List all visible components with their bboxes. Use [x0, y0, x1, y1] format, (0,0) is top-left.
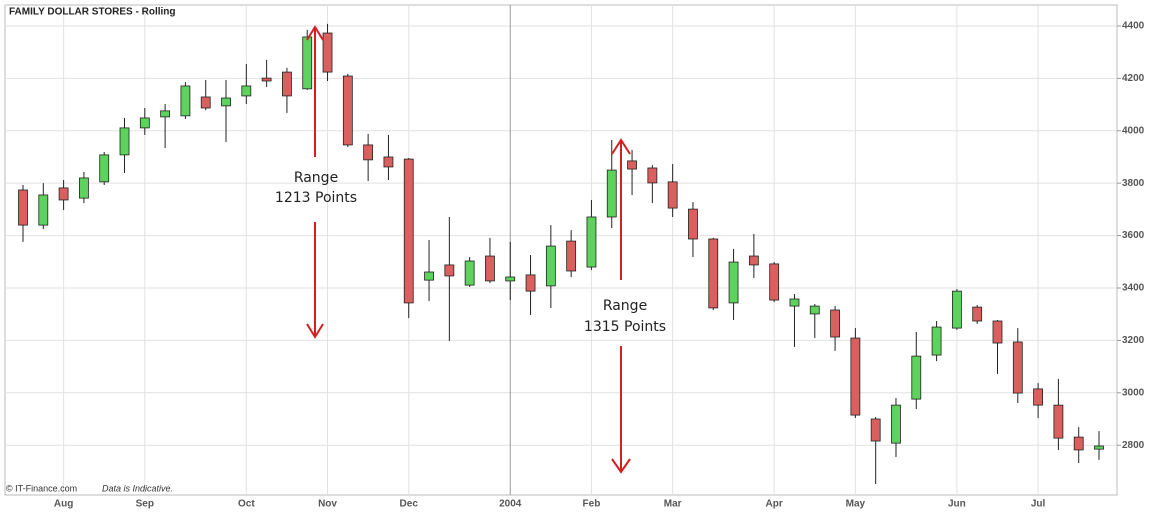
- candle-body: [200, 96, 211, 109]
- candle-body: [931, 326, 942, 356]
- candle-body: [1012, 341, 1023, 394]
- candle-body: [809, 305, 820, 315]
- candle-body: [850, 337, 861, 416]
- candle-body: [1094, 445, 1104, 450]
- candle-body: [688, 208, 698, 240]
- candle-body: [627, 160, 637, 170]
- candle-body: [485, 255, 495, 282]
- note: Data is Indicative.: [102, 483, 173, 493]
- x-tick-label: Jul: [1031, 499, 1046, 510]
- candle-body: [891, 404, 901, 444]
- candle-body: [383, 156, 394, 168]
- annotation: 1213 Points: [275, 190, 357, 206]
- candle-body: [1033, 388, 1043, 406]
- y-tick-label: 3600: [1122, 230, 1145, 241]
- candle-body: [363, 144, 374, 161]
- x-tick-label: Dec: [400, 499, 419, 510]
- annotation: Range: [603, 298, 647, 314]
- candle-body: [830, 309, 840, 338]
- candle-body: [424, 271, 434, 281]
- candle-body: [403, 158, 414, 304]
- plot-area: [4, 4, 1118, 496]
- candle-body: [18, 189, 28, 226]
- candle-body: [464, 260, 475, 286]
- x-tick-label: Apr: [766, 499, 783, 510]
- candle-body: [1073, 436, 1084, 451]
- x-tick-label: Feb: [583, 499, 601, 510]
- candle-body: [525, 274, 536, 292]
- range-arrow: [306, 25, 324, 339]
- candle-body: [748, 255, 759, 266]
- y-tick-label: 3400: [1122, 283, 1145, 294]
- candle-body: [870, 418, 881, 442]
- candle-body: [708, 238, 719, 309]
- candles: [18, 23, 1104, 484]
- chart-title: FAMILY DOLLAR STORES - Rolling: [9, 7, 176, 18]
- candle-body: [647, 167, 658, 184]
- candle-body: [342, 75, 353, 146]
- x-tick-label: Oct: [238, 499, 255, 510]
- candle-body: [606, 169, 617, 218]
- candle-body: [545, 245, 556, 287]
- candle-body: [38, 194, 49, 226]
- candle-body: [261, 77, 272, 82]
- candle-body: [58, 187, 69, 201]
- candle-body: [1053, 404, 1064, 439]
- candle-body: [302, 36, 313, 90]
- candle-body: [160, 110, 171, 118]
- candle-body: [992, 320, 1003, 344]
- candle-body: [728, 261, 739, 304]
- range-arrow: [611, 138, 631, 474]
- candle-body: [221, 97, 231, 107]
- candle-body: [241, 85, 252, 97]
- y-tick-label: 3800: [1122, 178, 1145, 189]
- candle-body: [139, 117, 150, 129]
- x-tick-label: Sep: [136, 499, 154, 510]
- y-tick-label: 2800: [1122, 440, 1145, 451]
- x-tick-label: Aug: [54, 499, 73, 510]
- candle-body: [79, 177, 89, 199]
- candle-body: [951, 290, 962, 329]
- candle-body: [789, 298, 800, 307]
- x-tick-label: May: [846, 499, 866, 510]
- annotation: 1315 Points: [584, 319, 666, 335]
- source: © IT-Finance.com: [6, 483, 77, 493]
- candle-body: [972, 306, 983, 322]
- y-tick-label: 3000: [1122, 387, 1145, 398]
- candle-body: [505, 276, 516, 282]
- candle-body: [769, 263, 780, 301]
- x-tick-label: Jun: [948, 499, 966, 510]
- y-tick-label: 3200: [1122, 335, 1145, 346]
- candle-body: [566, 240, 577, 272]
- candle-body: [322, 32, 333, 73]
- x-tick-label: 2004: [499, 499, 522, 510]
- candle-body: [667, 181, 678, 209]
- x-tick-label: Nov: [318, 499, 337, 510]
- annotation: Range: [294, 170, 338, 186]
- candle-body: [282, 71, 292, 97]
- y-tick-label: 4000: [1122, 125, 1145, 136]
- candle-body: [444, 264, 455, 277]
- y-tick-label: 4200: [1122, 73, 1145, 84]
- x-tick-label: Mar: [664, 499, 682, 510]
- candle-body: [119, 127, 130, 156]
- candle-body: [180, 85, 191, 117]
- candle-body: [99, 154, 110, 183]
- y-tick-label: 4400: [1122, 21, 1145, 32]
- candle-body: [586, 216, 597, 268]
- candle-body: [911, 355, 922, 400]
